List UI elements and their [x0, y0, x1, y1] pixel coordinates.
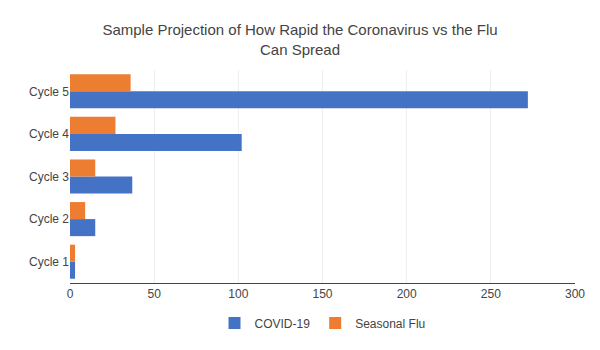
svg-text:Cycle 4: Cycle 4: [29, 127, 69, 141]
svg-text:Cycle 1: Cycle 1: [29, 255, 69, 269]
svg-text:150: 150: [312, 287, 332, 301]
svg-text:Sample Projection of How Rapid: Sample Projection of How Rapid the Coron…: [102, 21, 497, 58]
svg-text:Seasonal Flu: Seasonal Flu: [355, 317, 425, 331]
svg-text:0: 0: [67, 287, 74, 301]
svg-text:300: 300: [565, 287, 585, 301]
svg-text:250: 250: [481, 287, 501, 301]
svg-text:100: 100: [228, 287, 248, 301]
svg-text:Cycle 3: Cycle 3: [29, 170, 69, 184]
svg-text:Cycle 5: Cycle 5: [29, 85, 69, 99]
svg-text:COVID-19: COVID-19: [255, 317, 311, 331]
svg-text:50: 50: [147, 287, 161, 301]
svg-text:Cycle 2: Cycle 2: [29, 212, 69, 226]
svg-text:200: 200: [397, 287, 417, 301]
